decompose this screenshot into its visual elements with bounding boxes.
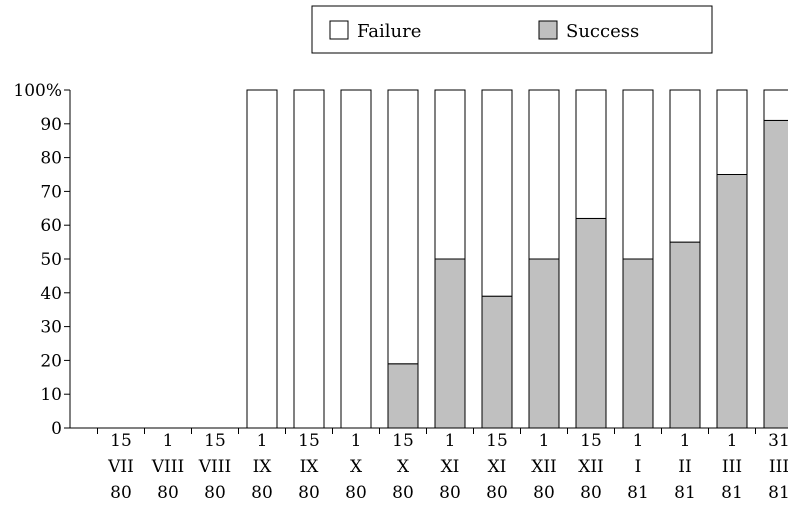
x-tick-label: 1 xyxy=(680,431,691,451)
x-tick-label: 80 xyxy=(533,483,555,503)
legend-label-failure: Failure xyxy=(357,21,421,42)
x-tick-label: 1 xyxy=(351,431,362,451)
x-tick-label: 15 xyxy=(486,431,508,451)
x-tick-label: 81 xyxy=(627,483,649,503)
x-tick-label: XII xyxy=(531,457,557,477)
bar-success xyxy=(622,258,654,429)
x-tick-label: VIII xyxy=(151,457,184,477)
x-tick-label: XII xyxy=(578,457,604,477)
bar-failure xyxy=(340,89,372,429)
bar-success xyxy=(716,174,748,429)
x-tick-label: 15 xyxy=(110,431,132,451)
x-tick-label: 80 xyxy=(298,483,320,503)
bar-failure xyxy=(293,89,325,429)
bar-success xyxy=(669,241,701,429)
y-tick-label: 20 xyxy=(40,351,62,371)
x-tick-label: 1 xyxy=(257,431,268,451)
x-tick-label: II xyxy=(678,457,691,477)
x-tick-label: XI xyxy=(441,457,460,477)
y-axis-ticks: 0 10 20 30 40 50 60 70 80 90 100% xyxy=(13,81,70,439)
y-tick-label: 30 xyxy=(40,318,62,338)
x-tick-label: 15 xyxy=(204,431,226,451)
y-tick-label: 0 xyxy=(51,419,62,439)
bar-failure xyxy=(622,89,654,260)
y-tick-label: 10 xyxy=(40,385,62,405)
x-tick-label: VII xyxy=(107,457,134,477)
x-tick-label: IX xyxy=(300,457,320,477)
x-tick-label: 80 xyxy=(392,483,414,503)
y-tick-label: 70 xyxy=(40,182,62,202)
x-tick-label: 80 xyxy=(110,483,132,503)
x-tick-label: 1 xyxy=(727,431,738,451)
bars xyxy=(246,89,788,429)
y-tick-label: 60 xyxy=(40,216,62,236)
x-tick-label: 80 xyxy=(486,483,508,503)
x-tick-label: 1 xyxy=(445,431,456,451)
bar-success xyxy=(763,119,788,429)
bar-success xyxy=(387,363,419,429)
y-tick-label: 80 xyxy=(40,149,62,169)
x-tick-label: 80 xyxy=(580,483,602,503)
x-tick-label: 1 xyxy=(163,431,174,451)
bar-success xyxy=(528,258,560,429)
legend-label-success: Success xyxy=(566,21,639,42)
x-tick-label: 1 xyxy=(633,431,644,451)
bar-failure xyxy=(387,89,419,365)
legend-swatch-failure xyxy=(329,20,349,40)
y-tick-label: 50 xyxy=(40,250,62,270)
x-tick-label: IX xyxy=(253,457,273,477)
x-tick-label: 80 xyxy=(251,483,273,503)
x-tick-label: 80 xyxy=(157,483,179,503)
y-tick-label: 40 xyxy=(40,284,62,304)
legend-box xyxy=(311,5,713,54)
x-tick-label: 15 xyxy=(580,431,602,451)
x-tick-label: VIII xyxy=(198,457,231,477)
x-tick-label: 1 xyxy=(539,431,550,451)
bar-failure xyxy=(716,89,748,175)
x-tick-label: XI xyxy=(488,457,507,477)
x-tick-label: III xyxy=(722,457,742,477)
bar-failure xyxy=(528,89,560,260)
x-tick-label: 81 xyxy=(721,483,743,503)
legend: Failure Success xyxy=(311,5,713,54)
x-axis-labels: 15VII801VIII8015VIII801IX8015IX801X8015X… xyxy=(107,431,788,503)
bar-failure xyxy=(575,89,607,219)
bar-success xyxy=(575,217,607,429)
x-tick-label: X xyxy=(397,457,410,477)
x-tick-label: 81 xyxy=(768,483,788,503)
bar-failure xyxy=(434,89,466,260)
bar-failure xyxy=(481,89,513,297)
x-tick-label: III xyxy=(769,457,788,477)
x-tick-label: 81 xyxy=(674,483,696,503)
x-tick-label: 80 xyxy=(345,483,367,503)
x-tick-label: 80 xyxy=(204,483,226,503)
x-tick-label: I xyxy=(635,457,642,477)
x-tick-label: 15 xyxy=(298,431,320,451)
y-tick-label: 90 xyxy=(40,115,62,135)
y-tick-label: 100% xyxy=(13,81,62,101)
x-tick-label: 15 xyxy=(392,431,414,451)
bar-failure xyxy=(763,89,788,121)
x-tick-label: 31 xyxy=(768,431,788,451)
legend-swatch-success xyxy=(538,20,558,40)
bar-success xyxy=(434,258,466,429)
x-tick-label: 80 xyxy=(439,483,461,503)
bar-failure xyxy=(669,89,701,243)
bar-success xyxy=(481,295,513,429)
x-tick-label: X xyxy=(350,457,363,477)
bar-failure xyxy=(246,89,278,429)
